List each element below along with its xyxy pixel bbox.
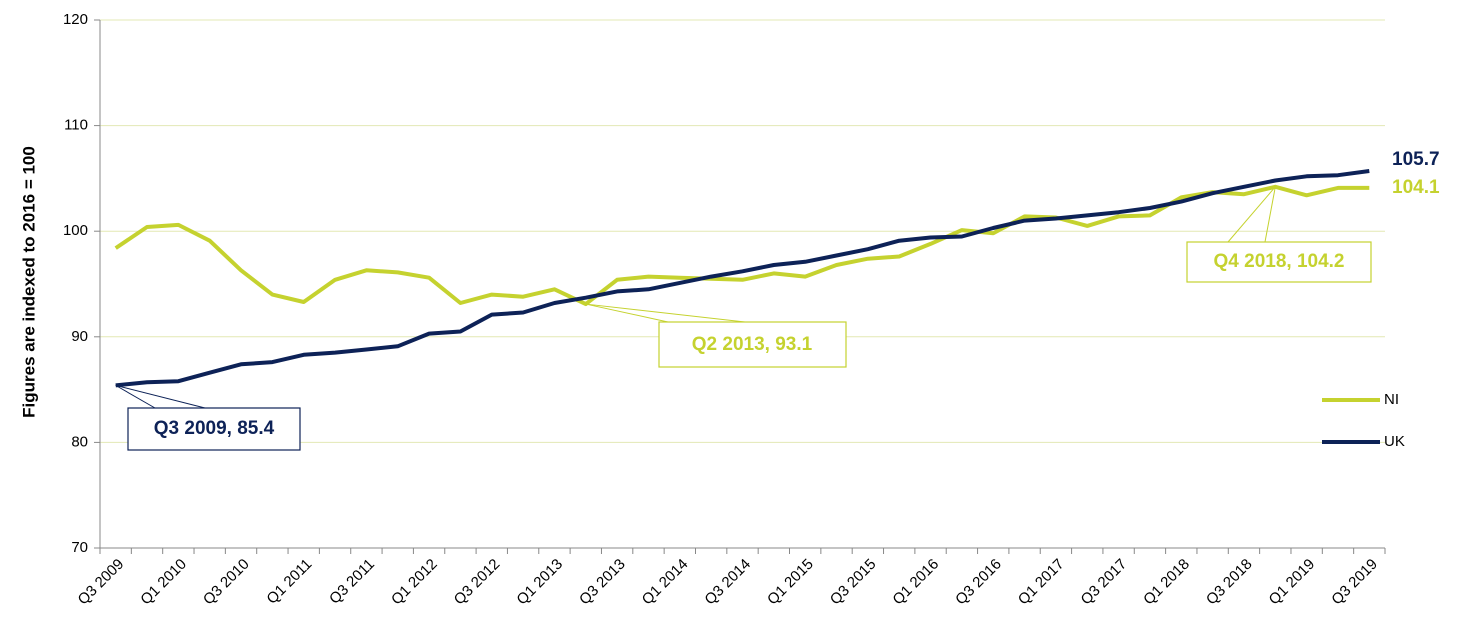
x-tick-label: Q1 2011	[263, 556, 315, 608]
y-tick-label: 120	[63, 11, 88, 28]
x-tick-label: Q3 2017	[1078, 556, 1131, 609]
legend-label: NI	[1384, 391, 1399, 408]
x-tick-label: Q3 2011	[326, 556, 378, 608]
series-line	[114, 184, 1370, 307]
x-tick-label: Q1 2016	[889, 556, 942, 609]
callout-leader	[585, 303, 746, 323]
x-tick-label: Q3 2018	[1203, 556, 1256, 609]
x-tick-label: Q3 2013	[576, 556, 629, 609]
callout-leader	[1227, 186, 1276, 243]
y-tick-label: 80	[71, 433, 88, 450]
callout-leader	[585, 303, 669, 323]
annotation: 104.1	[1392, 177, 1440, 198]
x-tick-label: Q3 2019	[1328, 556, 1381, 609]
legend-label: UK	[1384, 433, 1405, 450]
x-tick-label: Q3 2012	[451, 556, 504, 609]
annotation: Q4 2018, 104.2	[1214, 251, 1345, 272]
y-tick-label: 90	[71, 328, 88, 345]
y-tick-label: 70	[71, 539, 88, 556]
x-tick-label: Q1 2014	[639, 556, 692, 609]
x-tick-label: Q1 2013	[513, 556, 566, 609]
x-tick-label: Q3 2015	[827, 556, 880, 609]
y-tick-label: 110	[64, 117, 88, 134]
y-axis-title: Figures are indexed to 2016 = 100	[19, 146, 38, 418]
callout-leader	[1264, 186, 1276, 243]
x-tick-label: Q3 2014	[701, 556, 754, 609]
annotation: Q2 2013, 93.1	[692, 334, 813, 355]
callout-leader	[115, 384, 206, 409]
callout-box	[127, 407, 301, 451]
x-tick-label: Q1 2018	[1140, 556, 1193, 609]
x-tick-label: Q1 2019	[1266, 556, 1319, 609]
series-line	[115, 169, 1370, 388]
x-tick-label: Q1 2017	[1015, 556, 1068, 609]
callout-leader	[115, 384, 156, 409]
callout-box	[1186, 241, 1372, 283]
x-tick-label: Q3 2016	[952, 556, 1005, 609]
annotation: Q3 2009, 85.4	[154, 418, 275, 439]
y-tick-label: 100	[63, 222, 88, 239]
x-tick-label: Q1 2015	[764, 556, 817, 609]
x-tick-label: Q3 2009	[75, 556, 128, 609]
x-tick-label: Q1 2010	[137, 556, 190, 609]
annotation: 105.7	[1392, 149, 1440, 170]
x-tick-label: Q1 2012	[388, 556, 441, 609]
callout-box	[658, 321, 847, 368]
x-tick-label: Q3 2010	[200, 556, 253, 609]
